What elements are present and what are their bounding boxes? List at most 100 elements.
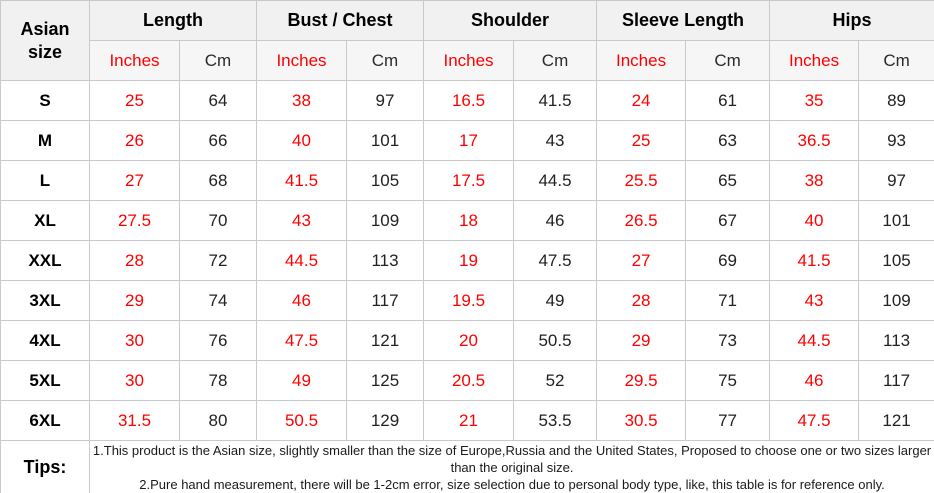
value-cell: 125 (345, 360, 425, 401)
value-cell: 129 (345, 400, 425, 441)
value-cell: 28 (596, 280, 687, 321)
value-cell: 41.5 (513, 80, 598, 121)
corner-header: Asian size (0, 0, 90, 81)
size-row-3xl: 3XL 29 74 46 117 19.5 49 28 71 43 109 (0, 280, 934, 321)
value-cell: 50.5 (513, 320, 598, 361)
size-row-m: M 26 66 40 101 17 43 25 63 36.5 93 (0, 120, 934, 161)
value-cell: 24 (596, 80, 687, 121)
value-cell: 77 (685, 400, 771, 441)
value-cell: 41.5 (769, 240, 860, 281)
value-cell: 74 (179, 280, 257, 321)
value-cell: 19.5 (423, 280, 515, 321)
unit-length-inches: Inches (89, 40, 180, 81)
value-cell: 26.5 (596, 200, 687, 241)
value-cell: 44.5 (513, 160, 598, 201)
unit-sleeve-cm: Cm (685, 40, 771, 81)
size-row-l: L 27 68 41.5 105 17.5 44.5 25.5 65 38 97 (0, 160, 934, 201)
value-cell: 52 (513, 360, 598, 401)
size-row-6xl: 6XL 31.5 80 50.5 129 21 53.5 30.5 77 47.… (0, 400, 934, 441)
value-cell: 97 (858, 160, 934, 201)
value-cell: 17.5 (423, 160, 515, 201)
size-row-5xl: 5XL 30 78 49 125 20.5 52 29.5 75 46 117 (0, 360, 934, 401)
value-cell: 113 (345, 240, 425, 281)
value-cell: 30 (89, 360, 180, 401)
size-label: XL (0, 200, 90, 241)
value-cell: 66 (179, 120, 257, 161)
unit-bust-cm: Cm (345, 40, 425, 81)
size-row-4xl: 4XL 30 76 47.5 121 20 50.5 29 73 44.5 11… (0, 320, 934, 361)
value-cell: 69 (685, 240, 771, 281)
header-bust-chest: Bust / Chest (255, 0, 425, 41)
value-cell: 121 (858, 400, 934, 441)
value-cell: 21 (423, 400, 515, 441)
size-label: S (0, 80, 90, 121)
value-cell: 43 (513, 120, 598, 161)
value-cell: 38 (256, 80, 347, 121)
value-cell: 16.5 (423, 80, 515, 121)
value-cell: 18 (423, 200, 515, 241)
value-cell: 72 (179, 240, 257, 281)
value-cell: 44.5 (769, 320, 860, 361)
value-cell: 47.5 (769, 400, 860, 441)
unit-shoulder-cm: Cm (513, 40, 598, 81)
value-cell: 105 (345, 160, 425, 201)
size-row-s: S 25 64 38 97 16.5 41.5 24 61 35 89 (0, 80, 934, 121)
value-cell: 25 (89, 80, 180, 121)
value-cell: 109 (345, 200, 425, 241)
value-cell: 93 (858, 120, 934, 161)
value-cell: 121 (345, 320, 425, 361)
tips-text: 1.This product is the Asian size, slight… (88, 440, 934, 493)
size-label: 3XL (0, 280, 90, 321)
value-cell: 43 (769, 280, 860, 321)
value-cell: 70 (179, 200, 257, 241)
value-cell: 67 (685, 200, 771, 241)
tips-label: Tips: (0, 440, 90, 493)
value-cell: 76 (179, 320, 257, 361)
value-cell: 29.5 (596, 360, 687, 401)
value-cell: 17 (423, 120, 515, 161)
value-cell: 105 (858, 240, 934, 281)
size-label: XXL (0, 240, 90, 281)
size-label: M (0, 120, 90, 161)
value-cell: 117 (345, 280, 425, 321)
size-label: L (0, 160, 90, 201)
value-cell: 75 (685, 360, 771, 401)
value-cell: 109 (858, 280, 934, 321)
unit-sleeve-inches: Inches (596, 40, 687, 81)
value-cell: 47.5 (256, 320, 347, 361)
value-cell: 30.5 (596, 400, 687, 441)
measurement-header-row: Asian size Length Bust / Chest Shoulder … (0, 0, 934, 81)
value-cell: 20 (423, 320, 515, 361)
value-cell: 68 (179, 160, 257, 201)
unit-hips-cm: Cm (858, 40, 934, 81)
value-cell: 30 (89, 320, 180, 361)
value-cell: 29 (596, 320, 687, 361)
value-cell: 27 (596, 240, 687, 281)
tips-row: Tips: 1.This product is the Asian size, … (0, 440, 934, 493)
value-cell: 49 (513, 280, 598, 321)
value-cell: 64 (179, 80, 257, 121)
tips-line-1: 1.This product is the Asian size, slight… (92, 442, 932, 475)
tips-line-2: 2.Pure hand measurement, there will be 1… (139, 476, 885, 492)
value-cell: 43 (256, 200, 347, 241)
value-cell: 61 (685, 80, 771, 121)
value-cell: 63 (685, 120, 771, 161)
value-cell: 46 (769, 360, 860, 401)
value-cell: 44.5 (256, 240, 347, 281)
unit-shoulder-inches: Inches (423, 40, 515, 81)
value-cell: 38 (769, 160, 860, 201)
value-cell: 20.5 (423, 360, 515, 401)
value-cell: 27.5 (89, 200, 180, 241)
value-cell: 41.5 (256, 160, 347, 201)
value-cell: 50.5 (256, 400, 347, 441)
unit-length-cm: Cm (179, 40, 257, 81)
value-cell: 49 (256, 360, 347, 401)
size-label: 5XL (0, 360, 90, 401)
value-cell: 71 (685, 280, 771, 321)
unit-bust-inches: Inches (256, 40, 347, 81)
value-cell: 73 (685, 320, 771, 361)
value-cell: 65 (685, 160, 771, 201)
value-cell: 28 (89, 240, 180, 281)
unit-header-row: Inches Cm Inches Cm Inches Cm Inches Cm … (1, 40, 934, 81)
